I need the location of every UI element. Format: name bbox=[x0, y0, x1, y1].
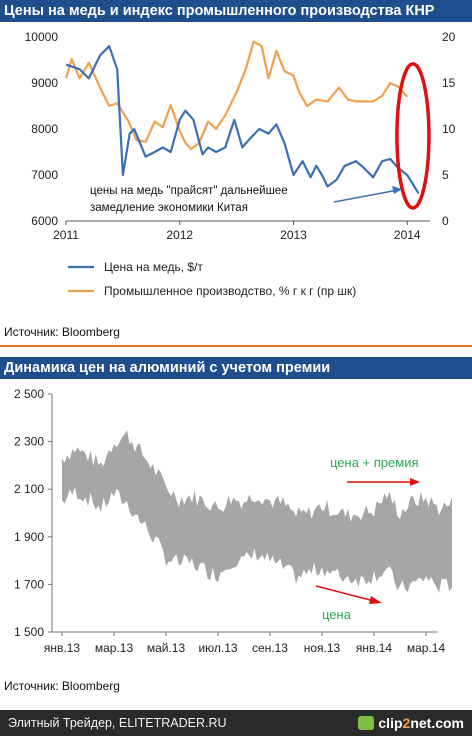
series-line-copper-price bbox=[65, 45, 420, 194]
y-tick-label: 1 700 bbox=[14, 577, 44, 591]
annotation-arrow-line bbox=[333, 189, 399, 203]
brand-part-a: clip bbox=[378, 715, 403, 731]
highlight-ellipse bbox=[395, 62, 431, 210]
y-right-tick-label: 5 bbox=[442, 168, 449, 182]
footer-site-text: Элитный Трейдер, ELITETRADER.RU bbox=[8, 716, 227, 730]
legend-label-ip: Промышленное производство, % г к г (пр ш… bbox=[104, 284, 356, 298]
x-tick-label: 2013 bbox=[280, 228, 307, 242]
x-tick-label: сен.13 bbox=[252, 641, 288, 655]
y-right-tick-label: 15 bbox=[442, 76, 456, 90]
arrow-price-line bbox=[315, 585, 375, 602]
brand-part-c: net.com bbox=[410, 715, 464, 731]
arrow-price-head bbox=[369, 596, 382, 604]
x-tick-label: янв.13 bbox=[44, 641, 81, 655]
y-tick-label: 2 500 bbox=[14, 387, 44, 401]
annotation-line-2: замедление экономики Китая bbox=[90, 202, 248, 214]
x-tick-label: мар.13 bbox=[95, 641, 134, 655]
y-left-tick-label: 6000 bbox=[31, 214, 58, 228]
x-tick-label: 2012 bbox=[166, 228, 193, 242]
x-tick-label: мар.14 bbox=[407, 641, 446, 655]
x-tick-label: янв.14 bbox=[356, 641, 393, 655]
y-left-tick-label: 7000 bbox=[31, 168, 58, 182]
x-tick-label: 2011 bbox=[53, 228, 79, 242]
chart1-title: Цены на медь и индекс промышленного прои… bbox=[0, 0, 472, 22]
section-divider bbox=[0, 345, 472, 347]
x-tick-label: 2014 bbox=[394, 228, 421, 242]
aluminium-chart: 1 500 1 700 1 900 2 100 2 300 2 500 янв.13 мар.… bbox=[14, 387, 452, 655]
chart1-source: Источник: Bloomberg bbox=[4, 325, 120, 339]
label-price: цена bbox=[322, 607, 352, 622]
y-tick-label: 1 900 bbox=[14, 530, 44, 544]
arrow-premium-head bbox=[410, 478, 420, 486]
y-tick-label: 2 100 bbox=[14, 482, 44, 496]
y-left-tick-label: 8000 bbox=[31, 122, 58, 136]
y-right-tick-label: 10 bbox=[442, 122, 456, 136]
copper-ip-chart: 6000 7000 8000 9000 10000 0 5 10 15 20 2011 2012 201… bbox=[25, 30, 456, 298]
series-line-industrial-production bbox=[64, 40, 409, 151]
y-tick-label: 1 500 bbox=[14, 625, 44, 639]
footer-bar: Элитный Трейдер, ELITETRADER.RU clip2net… bbox=[0, 710, 472, 736]
annotation-arrow-head bbox=[392, 186, 402, 194]
y-tick-label: 2 300 bbox=[14, 435, 44, 449]
legend-label-copper: Цена на медь, $/т bbox=[104, 260, 203, 274]
chart2-source: Источник: Bloomberg bbox=[4, 679, 120, 693]
x-tick-label: ноя.13 bbox=[304, 641, 341, 655]
x-tick-label: май.13 bbox=[147, 641, 186, 655]
y-right-tick-label: 20 bbox=[442, 30, 456, 44]
annotation-line-1: цены на медь "прайсят" дальнейшее bbox=[90, 185, 288, 197]
clip2net-icon bbox=[358, 716, 375, 730]
y-right-tick-label: 0 bbox=[442, 214, 449, 228]
price-band-area bbox=[62, 430, 452, 593]
chart2-title: Динамика цен на алюминий с учетом премии bbox=[0, 357, 472, 379]
y-left-tick-label: 9000 bbox=[31, 76, 58, 90]
brand-part-b: 2 bbox=[402, 715, 411, 731]
label-price-plus-premium: цена + премия bbox=[330, 455, 419, 470]
clip2net-logo[interactable]: clip2net.com bbox=[358, 710, 464, 736]
y-left-tick-label: 10000 bbox=[25, 30, 59, 44]
x-tick-label: июл.13 bbox=[198, 641, 237, 655]
